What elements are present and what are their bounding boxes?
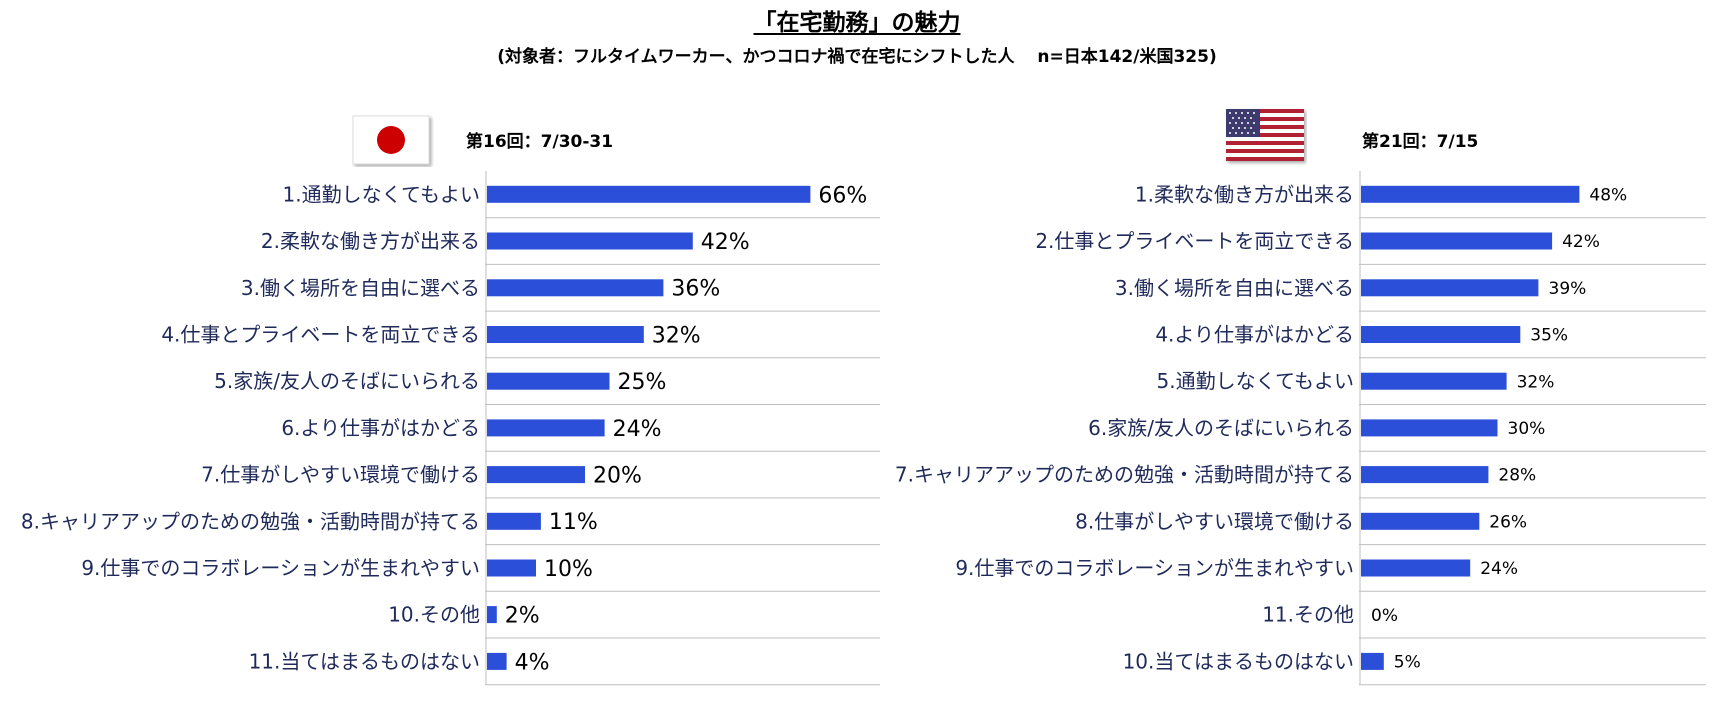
round-label-japan: 第16回：7/30-31 — [466, 132, 614, 152]
usa-category-label: 6.家族/友人のそばにいられる — [1088, 416, 1354, 440]
japan-flag — [352, 115, 434, 167]
chart-subtitle: (対象者：フルタイムワーカー、かつコロナ禍で在宅にシフトした人 n=日本142/… — [497, 47, 1217, 67]
usa-value-label: 39% — [1549, 279, 1587, 299]
usa-category-label: 3.働く場所を自由に選べる — [1115, 276, 1354, 300]
japan-category-label: 3.働く場所を自由に選べる — [241, 276, 480, 300]
japan-category-label: 1.通勤しなくてもよい — [283, 182, 480, 206]
usa-value-label: 32% — [1517, 372, 1555, 392]
japan-category-label: 11.当てはまるものはない — [249, 649, 480, 673]
usa-value-label: 26% — [1489, 512, 1527, 532]
usa-bar — [1361, 652, 1384, 670]
usa-category-label: 2.仕事とプライベートを両立できる — [1035, 229, 1354, 253]
usa-bar — [1361, 185, 1580, 203]
usa-bar — [1361, 419, 1498, 437]
japan-bar — [487, 466, 585, 484]
japan-bar — [487, 606, 497, 624]
japan-value-label: 25% — [618, 370, 667, 395]
japan-category-label: 8.キャリアアップのための勉強・活動時間が持てる — [21, 509, 480, 533]
usa-bar — [1361, 279, 1539, 297]
japan-bar — [487, 185, 811, 203]
japan-category-label: 10.その他 — [388, 603, 480, 627]
usa-bar — [1361, 232, 1553, 250]
japan-category-label: 6.より仕事がはかどる — [281, 416, 480, 440]
usa-bar — [1361, 559, 1471, 577]
japan-bar — [487, 512, 541, 530]
japan-bar — [487, 559, 536, 577]
usa-category-label: 5.通勤しなくてもよい — [1157, 369, 1354, 393]
japan-value-label: 11% — [549, 510, 598, 535]
usa-value-label: 28% — [1498, 466, 1536, 486]
japan-bar — [487, 419, 605, 437]
usa-value-label: 0% — [1371, 606, 1398, 626]
japan-bar — [487, 652, 507, 670]
usa-category-label: 11.その他 — [1262, 603, 1354, 627]
usa-bar — [1361, 326, 1521, 343]
usa-category-label: 8.仕事がしやすい環境で働ける — [1075, 509, 1354, 533]
usa-category-label: 4.より仕事がはかどる — [1155, 323, 1354, 347]
japan-category-label: 4.仕事とプライベートを両立できる — [161, 323, 480, 347]
usa-value-label: 42% — [1562, 232, 1600, 252]
japan-value-label: 2% — [505, 604, 540, 629]
usa-bar — [1361, 512, 1480, 530]
japan-bar — [487, 326, 644, 343]
chart-title: 「在宅勤務」の魅力 — [753, 10, 961, 36]
usa-value-label: 5% — [1394, 653, 1421, 673]
usa-bar — [1361, 372, 1507, 390]
japan-bar — [487, 372, 610, 390]
usa-category-label: 9.仕事でのコラボレーションが生まれやすい — [955, 556, 1354, 580]
japan-value-label: 36% — [671, 277, 720, 302]
japan-value-label: 24% — [613, 417, 662, 442]
japan-value-label: 42% — [701, 230, 750, 255]
usa-bar — [1361, 466, 1489, 484]
japan-value-label: 66% — [818, 183, 867, 208]
japan-value-label: 20% — [593, 464, 642, 489]
usa-value-label: 30% — [1508, 419, 1546, 439]
usa-value-label: 48% — [1589, 186, 1627, 206]
japan-category-label: 2.柔軟な働き方が出来る — [261, 229, 480, 253]
japan-value-label: 32% — [652, 323, 701, 348]
usa-value-label: 24% — [1480, 559, 1518, 579]
japan-value-label: 10% — [544, 557, 593, 582]
japan-category-label: 7.仕事がしやすい環境で働ける — [201, 463, 480, 487]
japan-category-label: 5.家族/友人のそばにいられる — [214, 369, 480, 393]
japan-bar — [487, 232, 693, 250]
round-label-usa: 第21回：7/15 — [1362, 132, 1479, 152]
japan-category-label: 9.仕事でのコラボレーションが生まれやすい — [81, 556, 480, 580]
usa-category-label: 10.当てはまるものはない — [1123, 649, 1354, 673]
usa-value-label: 35% — [1530, 326, 1568, 346]
japan-bar — [487, 279, 664, 297]
usa-flag — [1225, 108, 1307, 166]
usa-category-label: 1.柔軟な働き方が出来る — [1135, 182, 1354, 206]
usa-category-label: 7.キャリアアップのための勉強・活動時間が持てる — [895, 463, 1354, 487]
japan-value-label: 4% — [515, 650, 550, 675]
